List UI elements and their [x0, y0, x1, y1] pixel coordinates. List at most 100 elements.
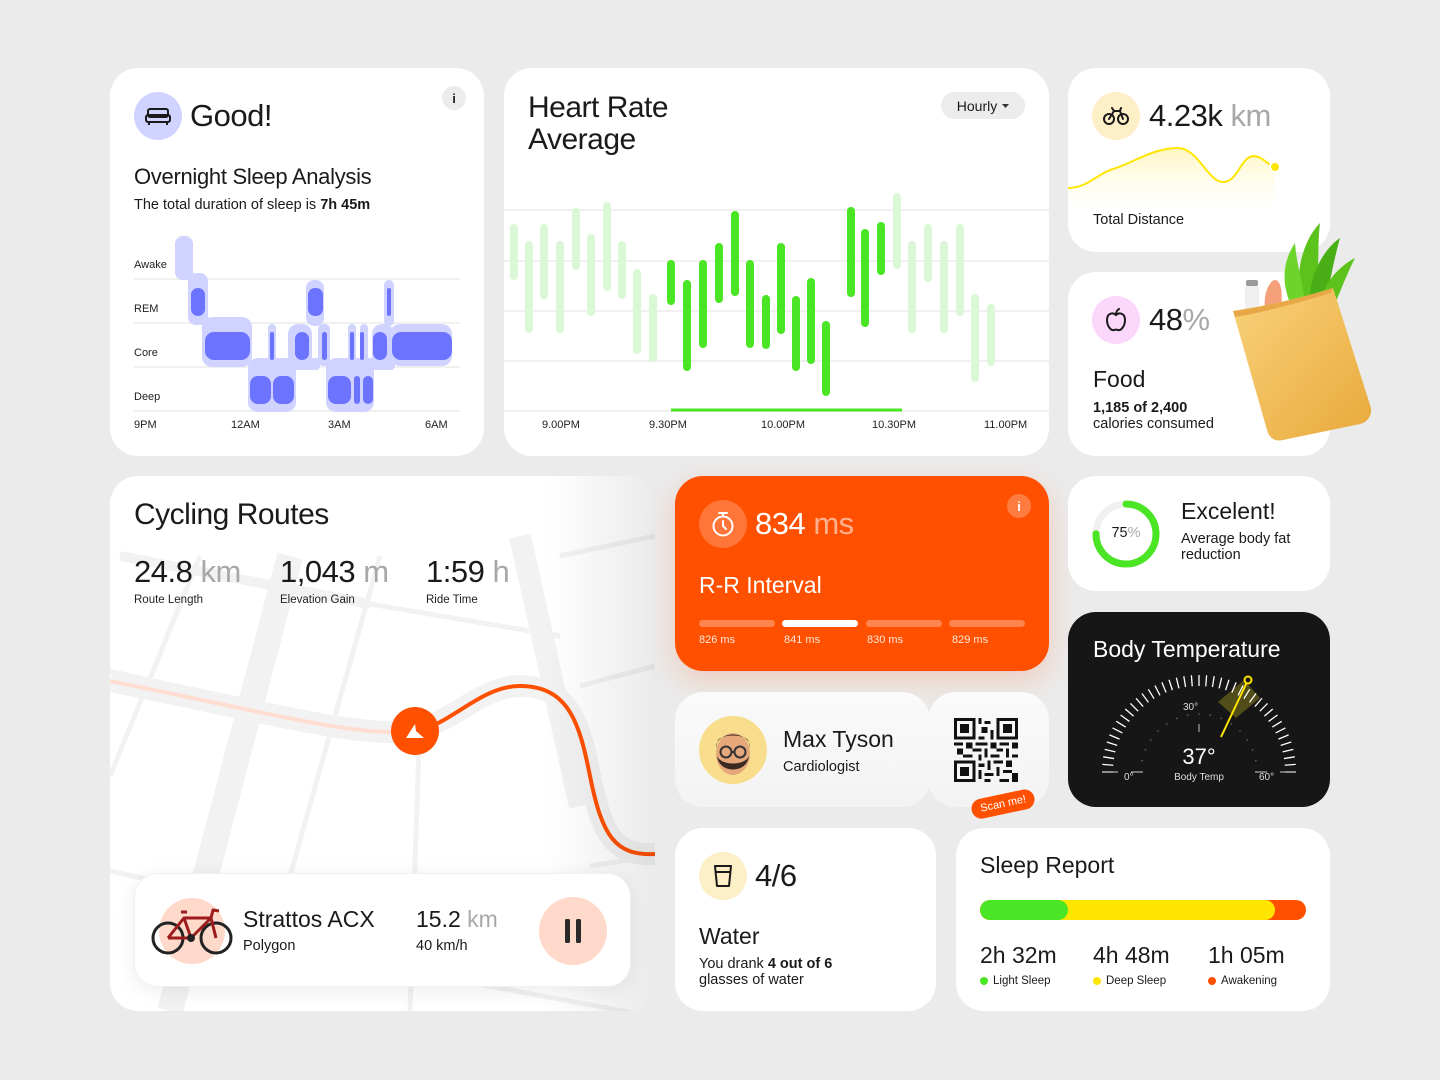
caret-down-icon	[1002, 103, 1010, 108]
sleep-total-duration: 7h 45m	[320, 197, 371, 213]
water-desc-suffix: glasses of water	[699, 972, 804, 988]
food-consumed-suffix: calories consumed	[1093, 416, 1214, 432]
stat-unit: m	[363, 554, 389, 589]
doctor-card[interactable]: Max Tyson Cardiologist	[675, 692, 930, 807]
bike-brand: Polygon	[243, 938, 296, 954]
sleep-report-label: Awakening	[1221, 975, 1278, 987]
pause-icon	[565, 919, 581, 943]
sleep-subtitle-prefix: The total duration of sleep is	[134, 197, 321, 213]
stat-unit: km	[200, 554, 241, 589]
x-label: 6AM	[425, 419, 448, 431]
heart-rate-title: Heart Rate Average	[528, 91, 669, 156]
bike-panel: Strattos ACX Polygon 15.2 km 40 km/h	[134, 873, 631, 987]
rr-title: R-R Interval	[699, 572, 822, 598]
sleep-report-value: 4h 48m	[1093, 942, 1170, 968]
rr-segment[interactable]	[949, 620, 1025, 627]
rr-interval-card: 834 ms i R-R Interval 826 ms 841 ms 830 …	[675, 476, 1049, 671]
rr-segment-active[interactable]	[782, 620, 858, 627]
period-dropdown[interactable]: Hourly	[941, 92, 1025, 119]
qr-code[interactable]	[954, 718, 1018, 782]
lane-label-awake: Awake	[134, 259, 167, 271]
stopwatch-icon	[699, 500, 747, 548]
gauge-max-label: 60°	[1259, 772, 1275, 783]
food-consumed: 1,185 of 2,400	[1093, 400, 1188, 416]
bike-speed: 40 km/h	[416, 938, 468, 954]
x-label: 3AM	[328, 419, 351, 431]
rr-segment[interactable]	[699, 620, 775, 627]
lane-label-core: Core	[134, 347, 158, 359]
body-fat-percent: 75%	[1092, 525, 1160, 541]
location-marker[interactable]	[391, 707, 439, 755]
sleep-analysis-card: Good! i Overnight Sleep Analysis The tot…	[110, 68, 484, 456]
stat-elevation-gain: 1,043 m Elevation Gain	[280, 554, 389, 606]
gridline	[504, 310, 1049, 312]
pause-button[interactable]	[539, 897, 607, 965]
gridline	[504, 360, 1049, 362]
lane-label-rem: REM	[134, 303, 159, 315]
gridline	[134, 278, 460, 280]
x-label: 9.30PM	[649, 419, 687, 431]
body-fat-card: 75% Excelent! Average body fat reduction	[1068, 476, 1330, 591]
stat-label: Elevation Gain	[280, 594, 355, 606]
bike-distance-unit: km	[467, 906, 498, 932]
bike-distance: 15.2 km	[416, 906, 498, 933]
distance-number: 4.23k	[1149, 98, 1223, 133]
gridline	[134, 410, 460, 412]
x-label: 10.00PM	[761, 419, 806, 431]
sleep-title: Overnight Sleep Analysis	[134, 164, 372, 189]
stat-label: Route Length	[134, 594, 204, 606]
navigation-arrow-icon	[406, 724, 424, 738]
water-value: 4/6	[755, 858, 797, 893]
stat-value: 1:59	[426, 554, 485, 589]
rr-segment[interactable]	[866, 620, 942, 627]
body-temp-title: Body Temperature	[1093, 636, 1281, 662]
total-distance-card: 4.23k km Total Distance	[1068, 68, 1330, 252]
gridline	[134, 322, 460, 324]
info-button[interactable]: i	[442, 86, 466, 110]
bike-distance-value: 15.2	[416, 906, 461, 932]
qr-card[interactable]: Scan me!	[928, 692, 1049, 821]
gridline	[504, 260, 1049, 262]
rr-segment-label: 830 ms	[867, 634, 904, 646]
food-title: Food	[1093, 366, 1146, 392]
distance-sparkline	[1068, 146, 1281, 218]
legend-dot	[980, 976, 988, 985]
distance-unit: km	[1230, 98, 1271, 133]
rr-segment-label: 841 ms	[784, 634, 821, 646]
rr-number: 834	[755, 506, 806, 541]
info-button[interactable]: i	[1007, 494, 1031, 518]
temperature-gauge	[1102, 675, 1296, 773]
sleep-status: Good!	[190, 98, 272, 133]
body-temp-value: 37°	[1182, 744, 1216, 769]
stat-value: 1,043	[280, 554, 356, 589]
water-desc-bold: 4 out of 6	[767, 956, 833, 972]
cycling-routes-card: Cycling Routes 24.8 km Route Length 1,04…	[110, 476, 655, 1011]
stat-route-length: 24.8 km Route Length	[134, 554, 241, 606]
cycling-title: Cycling Routes	[134, 498, 329, 531]
bicycle-icon	[1092, 92, 1140, 140]
sleep-report-item-deep: 4h 48m Deep Sleep	[1093, 942, 1170, 987]
food-percent-number: 48	[1149, 302, 1183, 337]
heart-rate-bars	[510, 193, 995, 412]
water-title: Water	[699, 923, 760, 949]
gridline	[504, 209, 1049, 211]
bike-name: Strattos ACX	[243, 906, 375, 932]
rr-value: 834 ms	[755, 506, 854, 542]
doctor-avatar	[699, 716, 767, 784]
x-label: 9PM	[134, 419, 157, 431]
heart-rate-title-line1: Heart Rate	[528, 91, 669, 124]
sleep-report-item-light: 2h 32m Light Sleep	[980, 942, 1057, 987]
food-percent-unit: %	[1182, 302, 1210, 337]
legend-dot	[1208, 976, 1216, 985]
body-temperature-card: Body Temperature 30° 37° Body Temp 0° 60…	[1068, 612, 1330, 807]
sleep-report-label: Light Sleep	[993, 975, 1051, 987]
gauge-min-label: 0°	[1124, 772, 1134, 783]
period-dropdown-label: Hourly	[956, 97, 998, 114]
legend-dot	[1093, 976, 1101, 985]
body-fat-number: 75	[1111, 525, 1128, 541]
sleep-hypnogram	[175, 236, 452, 412]
x-label: 10.30PM	[872, 419, 917, 431]
sleep-report-value: 2h 32m	[980, 942, 1057, 968]
scan-me-badge: Scan me!	[969, 787, 1037, 821]
rr-segment-label: 826 ms	[699, 634, 736, 646]
